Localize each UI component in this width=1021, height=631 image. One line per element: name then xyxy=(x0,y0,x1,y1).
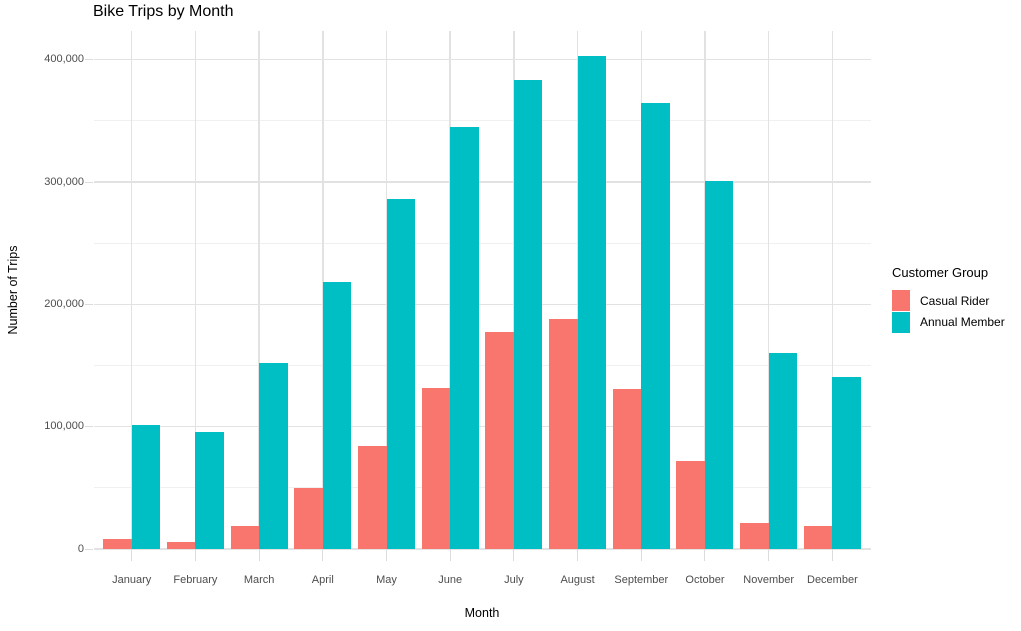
legend-item-label: Annual Member xyxy=(920,315,1005,329)
x-tick xyxy=(194,549,196,561)
x-gridline xyxy=(194,31,197,549)
chart-title: Bike Trips by Month xyxy=(93,3,234,20)
x-tick xyxy=(640,549,642,561)
y-tick xyxy=(85,181,93,183)
x-tick xyxy=(131,549,133,561)
bar-annual-member-may xyxy=(386,199,415,549)
y-gridline-major xyxy=(93,303,871,306)
x-gridline xyxy=(258,31,260,549)
y-tick-label: 300,000 xyxy=(44,175,84,188)
bar-casual-rider-october xyxy=(676,460,705,549)
y-tick xyxy=(85,426,93,428)
x-tick-label-february: February xyxy=(173,574,218,586)
x-tick xyxy=(768,549,770,561)
bar-casual-rider-january xyxy=(103,539,132,549)
legend-item-label: Casual Rider xyxy=(920,293,990,308)
x-tick xyxy=(322,549,324,561)
legend-item-annual-member: Annual Member xyxy=(892,311,1005,333)
x-axis-title: Month xyxy=(464,606,500,620)
y-tick-label: 400,000 xyxy=(44,53,84,66)
y-tick-label: 0 xyxy=(77,542,84,555)
legend-item-casual-rider: Casual Rider xyxy=(892,290,989,311)
bar-casual-rider-may xyxy=(358,446,387,549)
bar-casual-rider-february xyxy=(166,542,196,549)
bar-casual-rider-march xyxy=(230,525,260,549)
y-tick xyxy=(85,303,93,305)
x-gridline xyxy=(130,31,133,549)
x-tick-label-december: December xyxy=(807,574,858,586)
bar-annual-member-march xyxy=(259,363,288,549)
x-tick xyxy=(831,549,833,561)
x-tick-label-july: July xyxy=(504,574,524,586)
bar-annual-member-august xyxy=(577,56,607,549)
y-tick-label: 100,000 xyxy=(44,420,84,433)
y-gridline-minor xyxy=(93,365,871,366)
bar-casual-rider-september xyxy=(612,388,642,549)
bar-casual-rider-april xyxy=(294,487,323,549)
bar-casual-rider-december xyxy=(803,526,833,549)
bar-annual-member-july xyxy=(513,80,543,549)
y-gridline-minor xyxy=(93,120,871,122)
bar-annual-member-april xyxy=(322,282,352,549)
y-gridline-major xyxy=(93,58,871,61)
annual-member-swatch xyxy=(892,311,910,333)
bar-annual-member-september xyxy=(641,102,670,549)
x-gridline xyxy=(831,31,834,549)
x-tick-label-november: November xyxy=(743,574,795,586)
bar-casual-rider-july xyxy=(485,332,514,549)
x-tick xyxy=(386,549,387,561)
bar-casual-rider-august xyxy=(549,319,578,549)
y-gridline-major xyxy=(93,425,871,428)
legend: Customer Group Casual Rider Annual Member xyxy=(892,265,1021,333)
x-tick-label-august: August xyxy=(560,574,595,586)
casual-rider-swatch xyxy=(892,290,910,311)
y-tick-label: 200,000 xyxy=(44,297,84,310)
x-tick-label-june: June xyxy=(438,574,463,586)
x-tick-label-march: March xyxy=(243,574,275,586)
x-tick xyxy=(258,549,260,561)
x-gridline xyxy=(767,31,770,549)
bar-casual-rider-november xyxy=(740,523,769,549)
bar-annual-member-january xyxy=(131,425,161,549)
x-tick-label-october: October xyxy=(685,574,725,586)
bar-annual-member-february xyxy=(195,431,224,549)
x-tick-label-may: May xyxy=(376,574,397,586)
x-tick-label-april: April xyxy=(311,574,334,586)
x-tick xyxy=(449,549,451,561)
x-tick xyxy=(513,549,515,561)
x-tick xyxy=(704,549,706,561)
y-gridline-minor xyxy=(93,242,871,244)
x-tick-label-september: September xyxy=(614,574,669,586)
bar-annual-member-december xyxy=(832,376,861,549)
bar-annual-member-november xyxy=(768,353,798,549)
y-tick xyxy=(85,548,93,550)
bar-annual-member-october xyxy=(704,180,734,549)
y-gridline-major xyxy=(93,181,871,183)
bar-casual-rider-june xyxy=(421,387,451,549)
x-tick-label-january: January xyxy=(112,574,152,586)
y-tick xyxy=(85,59,93,61)
bar-annual-member-june xyxy=(450,126,479,549)
legend-title: Customer Group xyxy=(892,265,989,280)
y-gridline-minor xyxy=(93,487,871,489)
x-tick xyxy=(577,549,579,561)
y-gridline-major xyxy=(93,548,871,550)
